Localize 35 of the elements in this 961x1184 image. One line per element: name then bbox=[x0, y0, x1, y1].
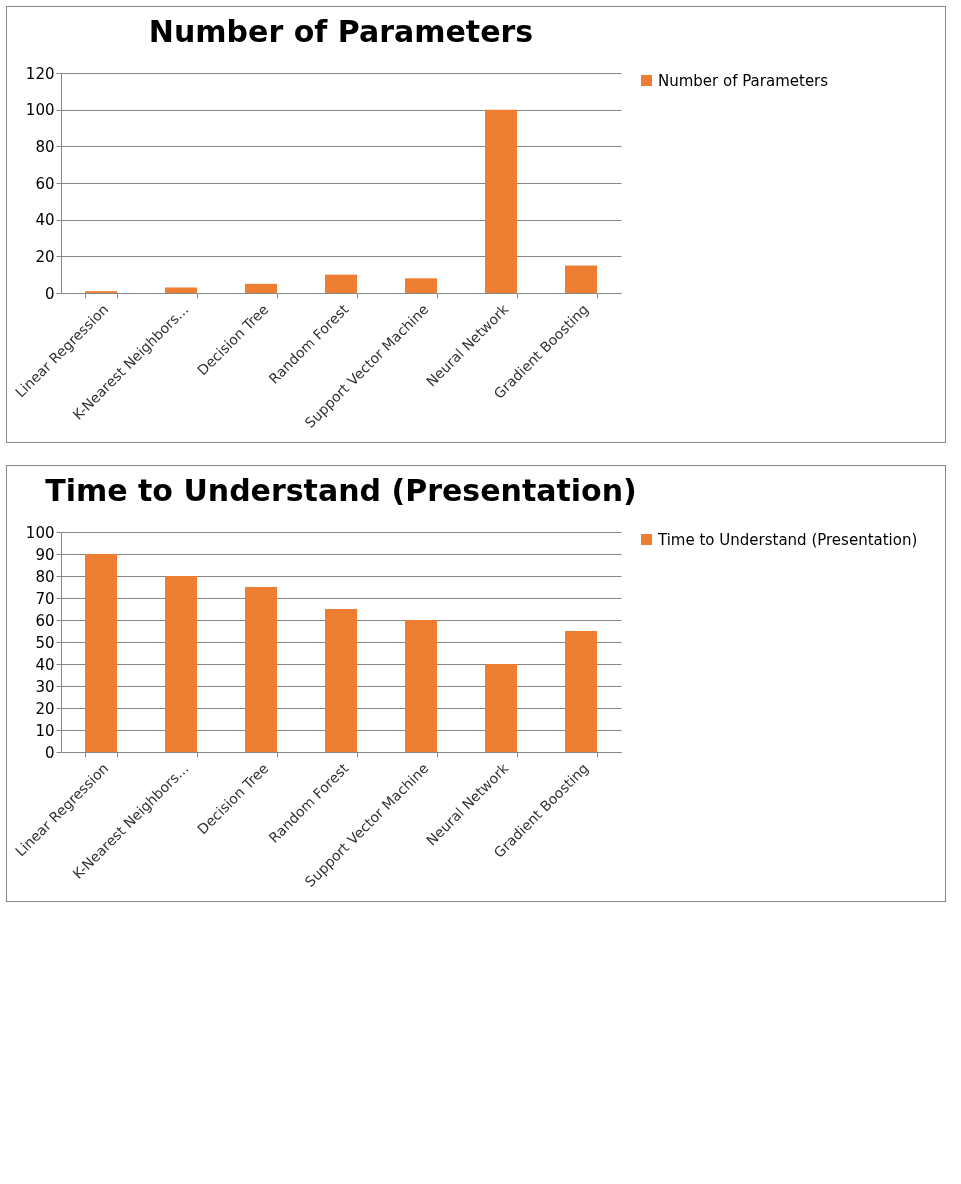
bar bbox=[485, 109, 517, 293]
bar bbox=[565, 265, 597, 293]
bar bbox=[405, 278, 437, 293]
y-tick-label: 80 bbox=[35, 137, 55, 156]
y-tick-label: 10 bbox=[35, 721, 55, 740]
bar bbox=[325, 609, 357, 752]
bar bbox=[565, 631, 597, 752]
bar bbox=[325, 274, 357, 293]
y-tick-label: 40 bbox=[35, 211, 55, 230]
bar bbox=[165, 576, 197, 752]
y-tick-label: 20 bbox=[35, 247, 55, 266]
y-tick-label: 70 bbox=[35, 589, 55, 608]
y-tick-label: 0 bbox=[44, 284, 55, 303]
bar bbox=[485, 664, 517, 752]
legend-label: Number of Parameters bbox=[658, 71, 829, 90]
y-tick-label: 80 bbox=[35, 567, 55, 586]
bar bbox=[245, 587, 277, 752]
y-tick-label: 30 bbox=[35, 677, 55, 696]
bar bbox=[85, 554, 117, 752]
bar bbox=[165, 287, 197, 293]
y-tick-label: 0 bbox=[44, 743, 55, 762]
y-tick-label: 20 bbox=[35, 699, 55, 718]
y-tick-label: 50 bbox=[35, 633, 55, 652]
bar bbox=[405, 620, 437, 752]
y-tick-label: 100 bbox=[25, 523, 55, 542]
legend-label: Time to Understand (Presentation) bbox=[657, 530, 918, 549]
chart-title: Time to Understand (Presentation) bbox=[45, 473, 637, 508]
y-tick-label: 120 bbox=[25, 64, 55, 83]
bar bbox=[245, 283, 277, 293]
y-tick-label: 90 bbox=[35, 545, 55, 564]
chart-title: Number of Parameters bbox=[148, 14, 534, 49]
y-tick-label: 60 bbox=[35, 174, 55, 193]
y-tick-label: 60 bbox=[35, 611, 55, 630]
y-tick-label: 100 bbox=[25, 101, 55, 120]
y-tick-label: 40 bbox=[35, 655, 55, 674]
